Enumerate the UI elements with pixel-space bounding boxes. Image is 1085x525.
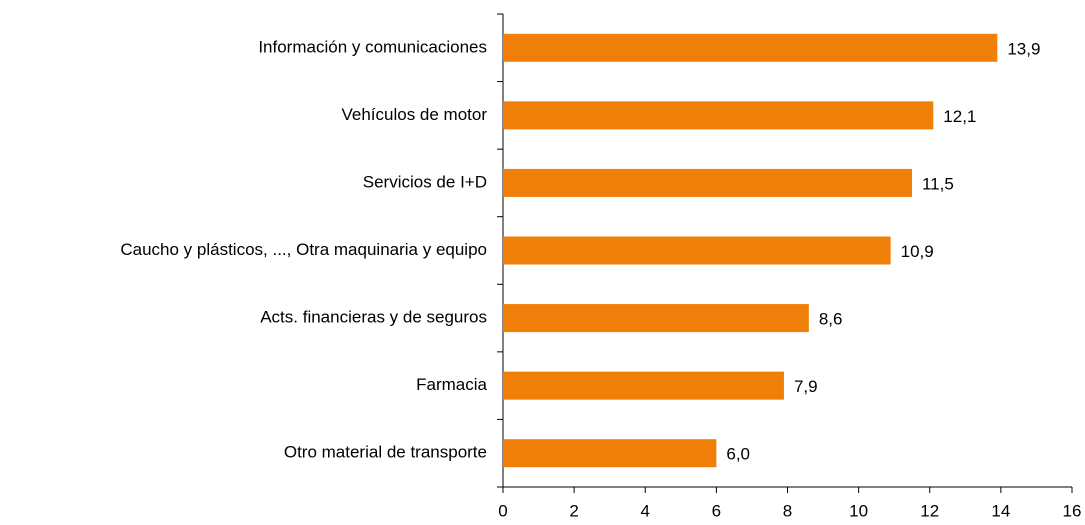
category-label: Información y comunicaciones — [258, 37, 487, 56]
x-tick-label: 16 — [1063, 501, 1082, 520]
x-tick-label: 14 — [991, 501, 1010, 520]
data-label: 13,9 — [1007, 39, 1040, 58]
bar — [503, 371, 784, 400]
bar — [503, 168, 912, 197]
x-tick-label: 10 — [849, 501, 868, 520]
bar — [503, 304, 809, 333]
x-tick-label: 6 — [712, 501, 721, 520]
category-label: Farmacia — [416, 375, 487, 394]
bar — [503, 236, 891, 265]
data-label: 8,6 — [819, 310, 843, 329]
bar — [503, 439, 717, 468]
category-label: Otro material de transporte — [284, 443, 487, 462]
data-label: 11,5 — [922, 174, 954, 193]
x-tick-label: 8 — [783, 501, 792, 520]
x-tick-label: 12 — [920, 501, 939, 520]
category-label: Vehículos de motor — [341, 105, 487, 124]
x-tick-label: 4 — [641, 501, 650, 520]
x-tick-label: 0 — [498, 501, 507, 520]
bar — [503, 33, 998, 62]
data-label: 6,0 — [726, 445, 750, 464]
data-label: 10,9 — [901, 242, 934, 261]
data-label: 7,9 — [794, 377, 818, 396]
data-label: 12,1 — [943, 107, 976, 126]
category-label: Caucho y plásticos, ..., Otra maquinaria… — [120, 240, 487, 259]
category-label: Acts. financieras y de seguros — [260, 308, 487, 327]
x-tick-label: 2 — [569, 501, 578, 520]
category-label: Servicios de I+D — [363, 172, 487, 191]
bar — [503, 101, 934, 130]
